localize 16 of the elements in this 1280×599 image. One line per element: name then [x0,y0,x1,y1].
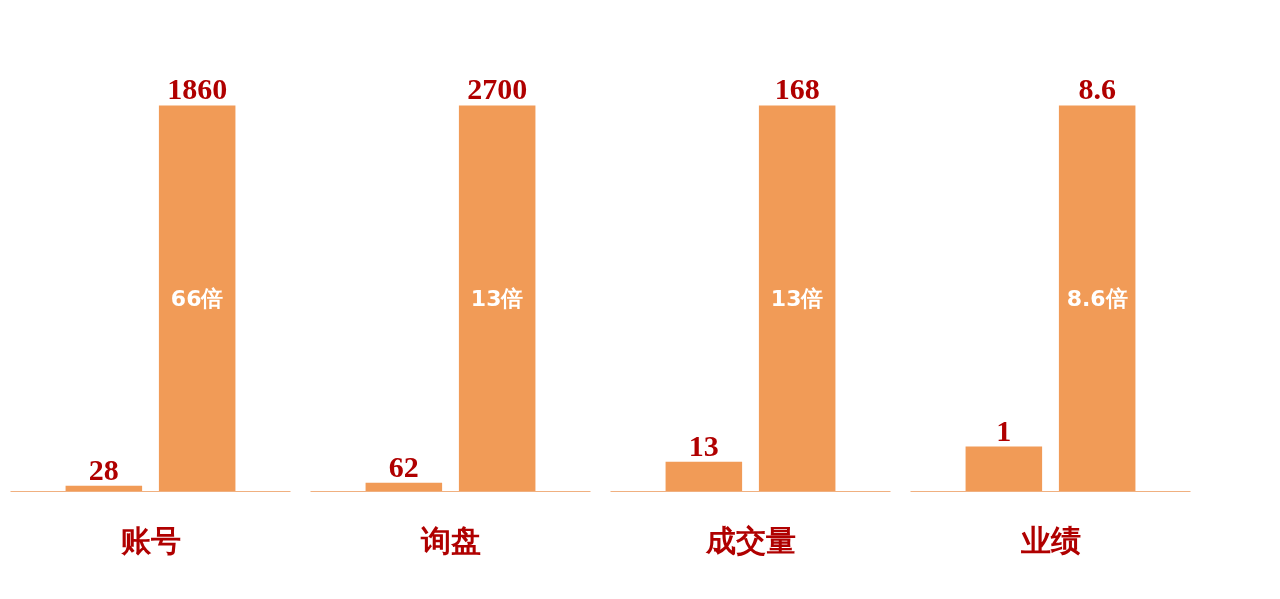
data-label: 13 [688,428,719,462]
annotation: 8.6倍 [1066,285,1128,311]
data-label: 168 [774,72,820,106]
data-label: 1860 [167,72,228,106]
annotation: 66倍 [170,285,224,311]
annotation: 13倍 [770,285,824,311]
data-label: 2700 [467,72,528,106]
x-tick-label: 成交量 [704,522,796,558]
data-label: 1 [996,413,1012,447]
data-label: 62 [388,449,419,483]
x-tick-label: 账号 [120,522,181,558]
data-label: 28 [88,452,119,486]
annotation: 13倍 [470,285,524,311]
x-tick-label: 业绩 [1019,522,1081,558]
x-tick-label: 询盘 [419,522,481,558]
data-label: 8.6 [1078,72,1116,106]
